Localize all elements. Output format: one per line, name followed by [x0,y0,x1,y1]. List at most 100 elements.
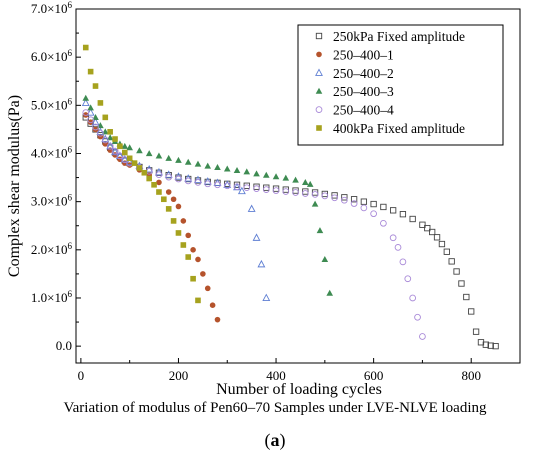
data-point [106,134,114,141]
data-point [194,160,202,167]
data-point [438,240,446,248]
y-axis-ticks: 0.01.0×1062.0×1063.0×1064.0×1065.0×1066.… [31,0,81,353]
legend-marker [315,68,323,76]
data-point [458,280,465,287]
data-point [306,180,314,187]
y-tick-exponent: 6 [68,0,73,10]
x-tick-label: 400 [266,368,286,383]
data-point [292,189,299,196]
legend: 250kPa Fixed amplitude 250–400–1 250–400–2… [297,24,504,146]
data-point [243,184,251,192]
data-point [360,198,368,205]
data-point [292,176,299,183]
data-point [492,342,499,350]
data-point [399,211,407,218]
data-point [81,98,90,106]
data-point [424,224,431,232]
data-point [272,187,280,194]
data-point [433,234,441,241]
y-tick-exponent: 6 [68,193,73,203]
data-point [106,142,114,150]
data-point [165,189,172,195]
y-tick-mantissa: 4.0×10 [31,145,68,160]
data-point [200,271,206,277]
data-point [145,150,153,157]
data-point [350,196,358,203]
legend-marker [315,87,323,94]
data-point [101,134,110,143]
y-tick-mantissa: 2.0×10 [31,242,68,257]
data-point [214,316,221,323]
x-tick-label: 0 [78,368,85,383]
series-2 [82,112,221,323]
data-point [170,218,177,224]
legend-box [297,24,504,146]
legend-item: 250kPa Fixed amplitude [315,29,465,44]
y-tick-label: 3.0×106 [31,193,73,209]
data-point [121,149,128,156]
data-point [311,191,319,198]
data-point [121,142,129,149]
data-point [487,342,494,349]
data-point [399,258,407,266]
data-point [82,44,89,51]
legend-marker [315,32,323,40]
data-point [204,285,211,292]
data-point [419,333,426,340]
data-point [175,156,182,163]
y-tick-mantissa: 6.0×10 [31,49,68,64]
data-point [301,190,309,197]
data-point [204,162,212,169]
data-point [82,112,89,118]
x-axis-ticks: 0 200 400 600 800 [78,358,521,383]
data-point [136,147,143,154]
data-point [165,154,173,161]
data-point [180,242,187,248]
y-axis-label: Complex shear modulus(Pa) [6,95,23,277]
legend-label: 250–400–1 [333,47,394,62]
data-point [156,179,162,186]
data-point [111,147,119,156]
y-tick-exponent: 6 [68,241,73,251]
data-point [419,221,426,228]
data-point [223,180,232,188]
data-point [282,174,290,181]
data-point [117,156,123,163]
data-point [97,100,104,106]
data-point [175,175,182,183]
y-tick-mantissa: 0.0 [56,338,72,353]
series-6 [82,44,201,304]
data-point [302,178,309,185]
x-tick-label: 600 [364,368,384,383]
legend-marker [316,51,322,58]
y-tick-mantissa: 7.0×10 [31,1,68,16]
data-point [91,117,100,126]
legend-label: 250–400–2 [333,66,394,81]
data-point [87,104,94,111]
legend-label: 250kPa Fixed amplitude [333,29,465,44]
data-point [482,341,489,348]
x-tick-label: 800 [461,368,481,383]
data-point [184,177,192,185]
data-point [247,204,256,212]
data-point [257,259,266,268]
data-point [165,206,172,212]
x-tick-label: 200 [169,368,189,383]
legend-item: 250–400–2 [315,66,394,81]
data-point [214,181,221,189]
y-tick-label: 2.0×106 [31,241,73,257]
data-point [117,143,123,150]
data-point [404,275,412,283]
data-point [131,160,138,166]
data-point [92,126,99,133]
data-point [389,234,397,242]
data-point [87,119,94,125]
data-point [272,173,280,180]
legend-label: 250–400–4 [333,103,394,118]
data-point [194,179,202,186]
y-tick-exponent: 6 [68,144,73,154]
y-tick-label: 1.0×106 [31,289,73,305]
data-point [253,185,260,192]
data-point [190,247,196,253]
data-point [185,254,192,260]
